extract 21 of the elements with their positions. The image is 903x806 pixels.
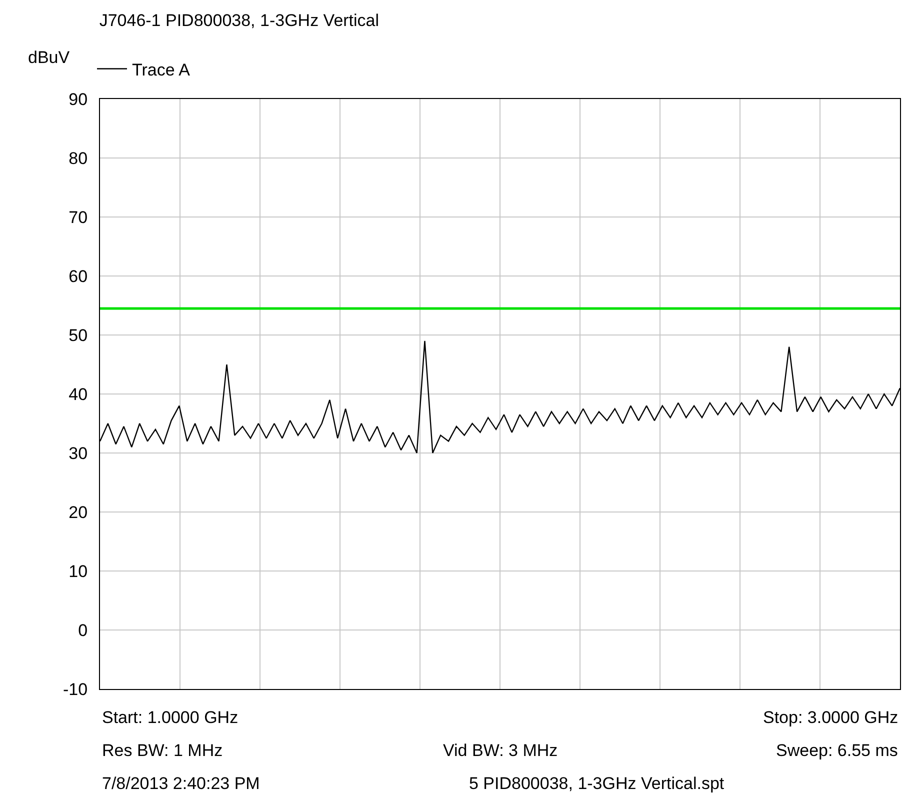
y-tick-label: 90: [68, 90, 88, 109]
text: Stop: 3.0000 GHz: [763, 708, 898, 727]
y-tick-label: 10: [68, 562, 88, 581]
y-tick-label: 80: [68, 148, 88, 168]
text: Vid BW: 3 MHz: [443, 741, 558, 760]
text: Sweep: 6.55 ms: [776, 741, 898, 760]
y-tick-label: 60: [68, 266, 88, 286]
y-tick-label: 40: [68, 384, 88, 404]
text: 5 PID800038, 1-3GHz Vertical.spt: [469, 774, 724, 793]
y-tick-label: 20: [68, 502, 88, 522]
y-tick-label: 0: [78, 620, 88, 640]
legend-label: Trace A: [132, 60, 191, 80]
text: Res BW: 1 MHz: [102, 741, 223, 760]
y-tick-label: 70: [68, 208, 88, 227]
y-tick-label: -10: [63, 680, 88, 699]
text: 7/8/2013 2:40:23 PM: [102, 774, 260, 793]
y-axis-title: dBuV: [28, 48, 70, 67]
chart-title: J7046-1 PID800038, 1-3GHz Vertical: [99, 10, 380, 30]
text: Start: 1.0000 GHz: [102, 708, 238, 727]
y-tick-label: 50: [68, 326, 88, 345]
y-tick-label: 30: [68, 444, 88, 463]
